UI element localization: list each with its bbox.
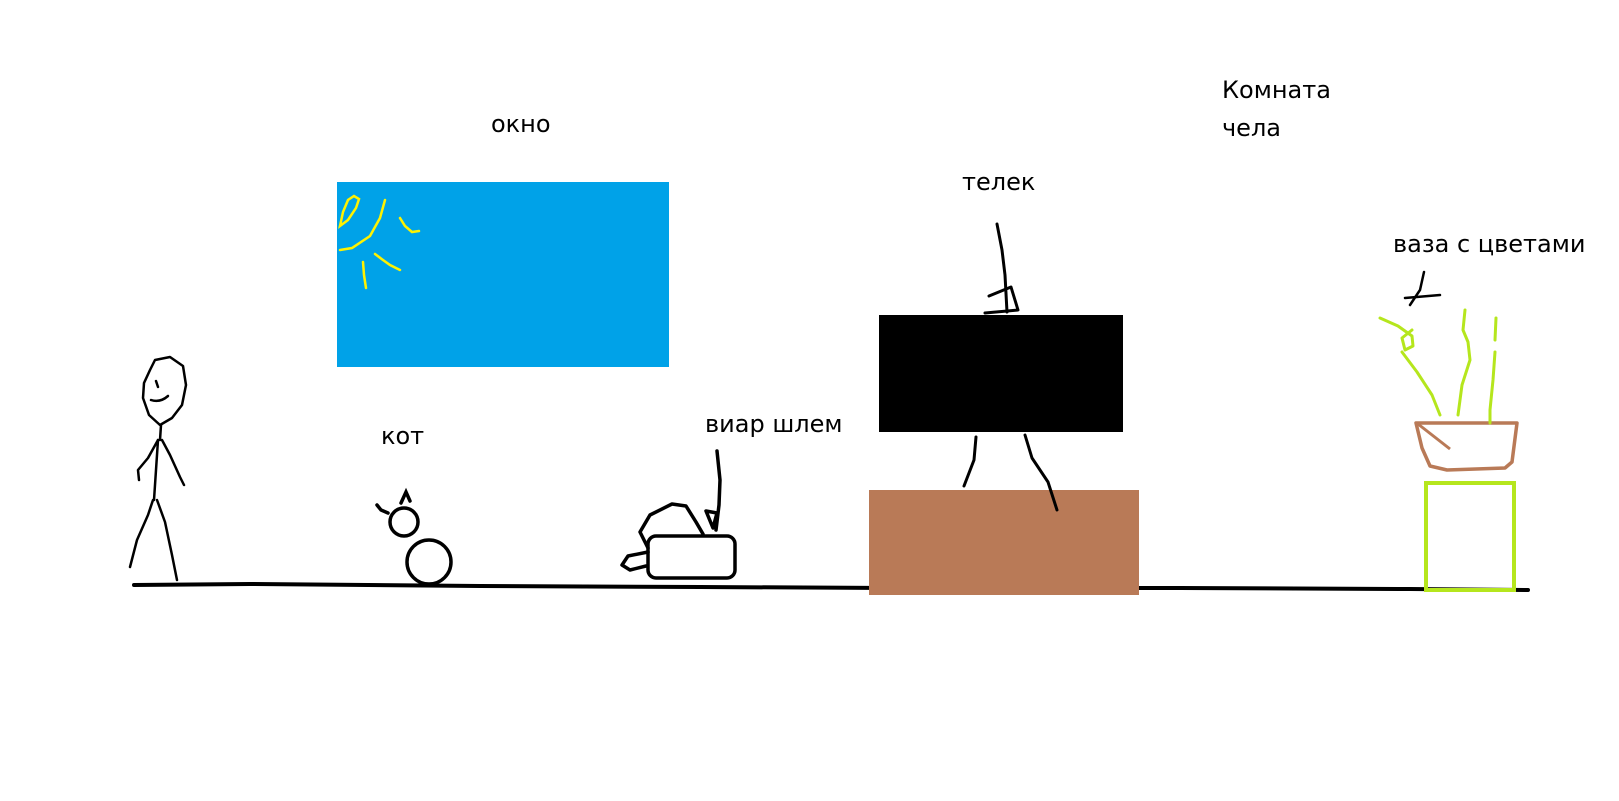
person-arm-right <box>160 438 186 487</box>
flower-stem-2 <box>1400 350 1442 417</box>
flower-stem-3 <box>1456 308 1472 417</box>
tv-leg-right <box>1023 433 1059 512</box>
flower-stem-4 <box>1493 316 1498 342</box>
vase-stand <box>1424 481 1516 592</box>
window-label: окно <box>491 110 551 138</box>
room-title: Комната чела <box>1222 71 1331 147</box>
flower-stem-5 <box>1488 350 1497 425</box>
tv-cabinet <box>869 490 1139 595</box>
person-body <box>152 438 160 502</box>
vr-strap <box>638 502 705 550</box>
tv-screen <box>879 315 1123 432</box>
sun-ray-2 <box>398 216 421 234</box>
sun-ray-4 <box>361 260 368 290</box>
floor-line <box>132 581 1530 592</box>
sun-ray-1 <box>338 198 387 252</box>
window-rect <box>337 182 669 367</box>
person-mouth <box>149 394 170 403</box>
flower-pot <box>1414 421 1519 472</box>
person-leg-right <box>155 498 179 582</box>
tv-pointer-head <box>983 285 1020 315</box>
sun-ray-3 <box>373 252 402 272</box>
flower-stem-1 <box>1378 316 1415 352</box>
room-title-line2: чела <box>1222 114 1281 142</box>
cat-body <box>405 538 453 586</box>
person-arm-left <box>136 438 160 482</box>
room-title-line1: Комната <box>1222 76 1331 104</box>
tv-legs-and-pointer <box>962 222 1059 512</box>
flower-pot-rim <box>1417 422 1451 451</box>
vase-pointer <box>1403 270 1442 307</box>
flowers <box>1378 308 1498 425</box>
person-neck <box>158 423 163 442</box>
tv-pointer <box>995 222 1009 314</box>
sun-icon <box>338 194 421 290</box>
vr-headset <box>620 449 737 580</box>
cat-head <box>388 506 420 538</box>
vr-body <box>646 534 737 580</box>
tv-label: телек <box>962 168 1036 196</box>
cat-label: кот <box>381 422 425 450</box>
stick-figure <box>128 355 188 582</box>
vase-pointer-head <box>1403 293 1442 300</box>
person-head <box>141 355 188 427</box>
person-eye <box>154 379 160 389</box>
cat-figure <box>375 487 453 586</box>
vr-strap-side <box>620 550 650 572</box>
cat-ear-right <box>399 487 412 505</box>
vase-pointer-stem <box>1408 270 1426 307</box>
cat-ear-left <box>375 503 390 515</box>
sun-body <box>338 194 361 230</box>
vr-pointer-head <box>704 509 719 530</box>
vr-headset-label: виар шлем <box>705 410 843 438</box>
person-leg-left <box>128 498 155 569</box>
tv-leg-left <box>962 435 978 488</box>
vase-label: ваза с цветами <box>1393 230 1586 258</box>
